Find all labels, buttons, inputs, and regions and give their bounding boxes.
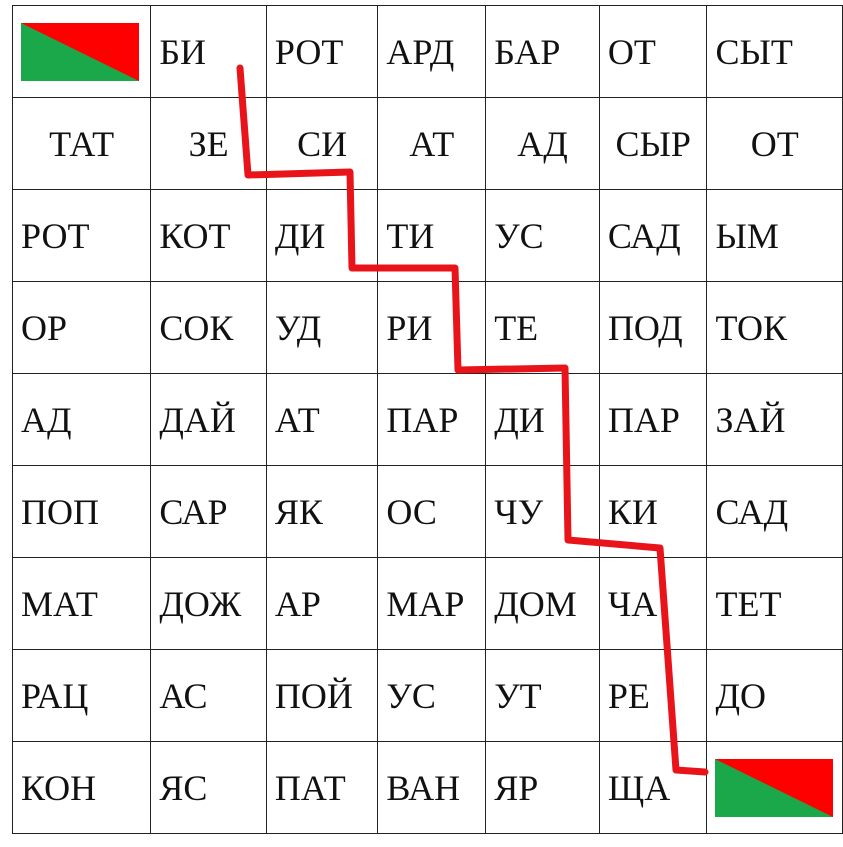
grid-cell: ПАТ — [265, 741, 379, 834]
grid-cell: АД — [485, 97, 600, 190]
grid-cell: ПОП — [11, 465, 152, 558]
grid-row: РАЦ АС ПОЙ УС УТ РЕ ДО — [11, 649, 843, 742]
grid-cell: БАР — [485, 5, 600, 98]
grid-cell: АТ — [265, 373, 379, 466]
grid-cell: ЯС — [150, 741, 267, 834]
grid-cell: СЫТ — [706, 5, 843, 98]
grid-cell: РИ — [377, 281, 487, 374]
grid-row: ПОП САР ЯК ОС ЧУ КИ САД — [11, 465, 843, 558]
grid-cell: УС — [485, 189, 600, 282]
grid-cell: РОТ — [265, 5, 379, 98]
grid-cell: ДОЖ — [150, 557, 267, 650]
grid-cell: МАР — [377, 557, 487, 650]
grid-cell: КОН — [11, 741, 152, 834]
grid-row: АД ДАЙ АТ ПАР ДИ ПАР ЗАЙ — [11, 373, 843, 466]
grid-cell — [706, 741, 843, 834]
grid-cell: УТ — [485, 649, 600, 742]
grid-cell: АТ — [377, 97, 487, 190]
grid-cell: ТЕ — [485, 281, 600, 374]
grid-cell: СЫР — [598, 97, 708, 190]
grid-cell: СОК — [150, 281, 267, 374]
grid-cell: ТОК — [706, 281, 843, 374]
grid-cell: ЗАЙ — [706, 373, 843, 466]
grid-cell: КОТ — [150, 189, 267, 282]
grid-cell: ДО — [706, 649, 843, 742]
grid-cell: ОР — [11, 281, 152, 374]
grid-row: БИ РОТ АРД БАР ОТ СЫТ — [11, 5, 843, 98]
grid-row: МАТ ДОЖ АР МАР ДОМ ЧА ТЕТ — [11, 557, 843, 650]
finish-flag-icon — [715, 758, 834, 817]
grid-cell: ЧА — [598, 557, 708, 650]
grid-cell: МАТ — [11, 557, 152, 650]
grid-cell: АРД — [377, 5, 487, 98]
grid-cell: ПОЙ — [265, 649, 379, 742]
grid-cell: РЕ — [598, 649, 708, 742]
grid-cell: УС — [377, 649, 487, 742]
grid-row: РОТ КОТ ДИ ТИ УС САД ЫМ — [11, 189, 843, 282]
start-flag-icon — [21, 22, 139, 81]
grid-cell: ЗЕ — [150, 97, 267, 190]
grid-cell — [11, 5, 152, 98]
grid-cell: АД — [11, 373, 152, 466]
grid-cell: АР — [265, 557, 379, 650]
grid-cell: ТИ — [377, 189, 487, 282]
grid-cell: УД — [265, 281, 379, 374]
grid-cell: ДОМ — [485, 557, 600, 650]
grid-cell: СИ — [265, 97, 379, 190]
syllable-grid: БИ РОТ АРД БАР ОТ СЫТ ТАТ ЗЕ СИ АТ АД СЫР ОТ РОТ КОТ ДИ… — [11, 5, 843, 834]
grid-cell: КИ — [598, 465, 708, 558]
grid-cell: САР — [150, 465, 267, 558]
grid-cell: РАЦ — [11, 649, 152, 742]
grid-cell: ЫМ — [706, 189, 843, 282]
grid-cell: ДИ — [485, 373, 600, 466]
grid-cell: ДИ — [265, 189, 379, 282]
grid-cell: ТАТ — [11, 97, 152, 190]
grid-row: ОР СОК УД РИ ТЕ ПОД ТОК — [11, 281, 843, 374]
grid-cell: ДАЙ — [150, 373, 267, 466]
grid-cell: ОТ — [598, 5, 708, 98]
grid-cell: ЯК — [265, 465, 379, 558]
grid-cell: РОТ — [11, 189, 152, 282]
grid-cell: БИ — [150, 5, 267, 98]
grid-cell: ПАР — [598, 373, 708, 466]
grid-cell: ЧУ — [485, 465, 600, 558]
grid-cell: САД — [598, 189, 708, 282]
grid-cell: ТЕТ — [706, 557, 843, 650]
grid-cell: ЩА — [598, 741, 708, 834]
grid-cell: ЯР — [485, 741, 600, 834]
grid-row: КОН ЯС ПАТ ВАН ЯР ЩА — [11, 741, 843, 834]
grid-cell: ПОД — [598, 281, 708, 374]
grid-cell: ВАН — [377, 741, 487, 834]
grid-cell: САД — [706, 465, 843, 558]
grid-cell: АС — [150, 649, 267, 742]
grid-cell: ОТ — [706, 97, 843, 190]
grid-row: ТАТ ЗЕ СИ АТ АД СЫР ОТ — [11, 97, 843, 190]
grid-cell: ПАР — [377, 373, 487, 466]
grid-cell: ОС — [377, 465, 487, 558]
